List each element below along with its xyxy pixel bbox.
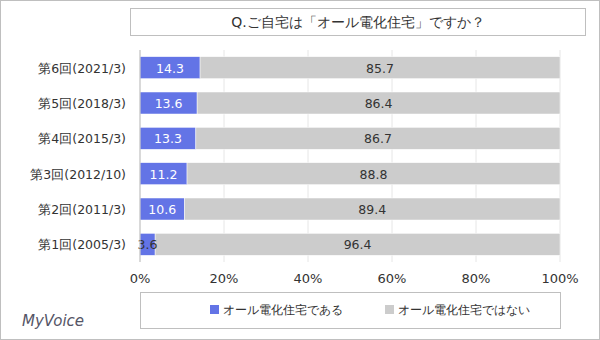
category-label: 第5回(2018/3) <box>38 96 126 111</box>
x-tick-label: 40% <box>294 271 323 286</box>
bar-segment <box>140 57 200 79</box>
bar-segment <box>196 127 560 149</box>
bar-segment <box>140 92 197 114</box>
legend-swatch <box>385 305 394 314</box>
x-tick-label: 20% <box>210 271 239 286</box>
category-label: 第4回(2015/3) <box>38 131 126 146</box>
data-label: 3.6 <box>138 237 158 252</box>
legend-label: オール電化住宅ではない <box>398 303 530 317</box>
data-label: 96.4 <box>344 237 372 252</box>
data-label: 88.8 <box>360 167 388 182</box>
data-label: 14.3 <box>156 61 184 76</box>
legend-box <box>141 293 561 329</box>
grid-line <box>224 50 225 262</box>
bar-segment <box>185 198 560 220</box>
title: Q.ご自宅は「オール電化住宅」ですか？ <box>231 14 484 30</box>
legend-swatch <box>210 305 219 314</box>
bar-segment <box>140 163 187 185</box>
bar-segment <box>197 92 560 114</box>
bars <box>140 57 560 256</box>
bar-segment <box>140 127 196 149</box>
data-label: 86.7 <box>364 131 392 146</box>
bar-segment <box>200 57 560 79</box>
category-label: 第2回(2011/3) <box>38 202 126 217</box>
grid-line <box>308 50 309 262</box>
category-label: 第1回(2005/3) <box>38 237 126 252</box>
category-label: 第6回(2021/3) <box>38 61 126 76</box>
bar-segment <box>187 163 560 185</box>
logo: MyVoice <box>22 312 84 330</box>
category-label: 第3回(2012/10) <box>30 167 126 182</box>
grid-line <box>560 50 561 262</box>
chart-frame <box>1 1 600 340</box>
data-label: 10.6 <box>148 202 176 217</box>
axis-line <box>140 50 141 262</box>
chart: Q.ご自宅は「オール電化住宅」ですか？ 0% 20% 40% 60% 80% 100% 第6回… <box>0 0 600 340</box>
data-label: 89.4 <box>358 202 386 217</box>
title-box <box>131 9 586 36</box>
data-label: 13.6 <box>155 96 183 111</box>
grid-line <box>140 50 141 262</box>
data-label: 86.4 <box>365 96 393 111</box>
data-label: 85.7 <box>366 61 394 76</box>
grid-line <box>392 50 393 262</box>
bar-segment <box>140 198 185 220</box>
x-tick-label: 60% <box>378 271 407 286</box>
grid-line <box>476 50 477 262</box>
x-tick-label: 100% <box>541 271 578 286</box>
x-tick-label: 0% <box>130 271 151 286</box>
data-label: 13.3 <box>154 131 182 146</box>
bar-segment <box>155 233 560 255</box>
x-tick-label: 80% <box>462 271 491 286</box>
data-label: 11.2 <box>150 167 178 182</box>
data-labels: 14.3 85.7 13.6 86.4 13.3 86.7 11.2 88.8 10.6 89.4… <box>138 61 394 253</box>
legend-label: オール電化住宅である <box>223 303 343 317</box>
